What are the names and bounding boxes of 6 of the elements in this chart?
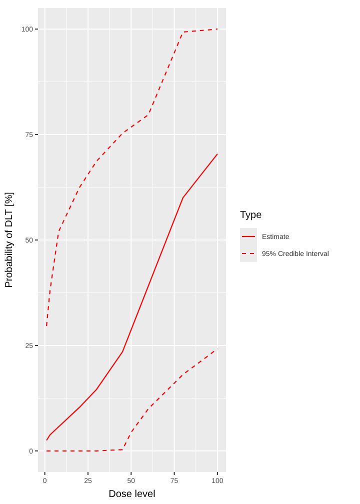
legend-title: Type [240,210,262,221]
line-series [46,153,218,441]
x-axis-title: Dose level [108,489,156,500]
line-series [46,28,218,327]
y-axis-title: Probability of DLT [%] [4,192,15,288]
line-series [46,348,218,452]
